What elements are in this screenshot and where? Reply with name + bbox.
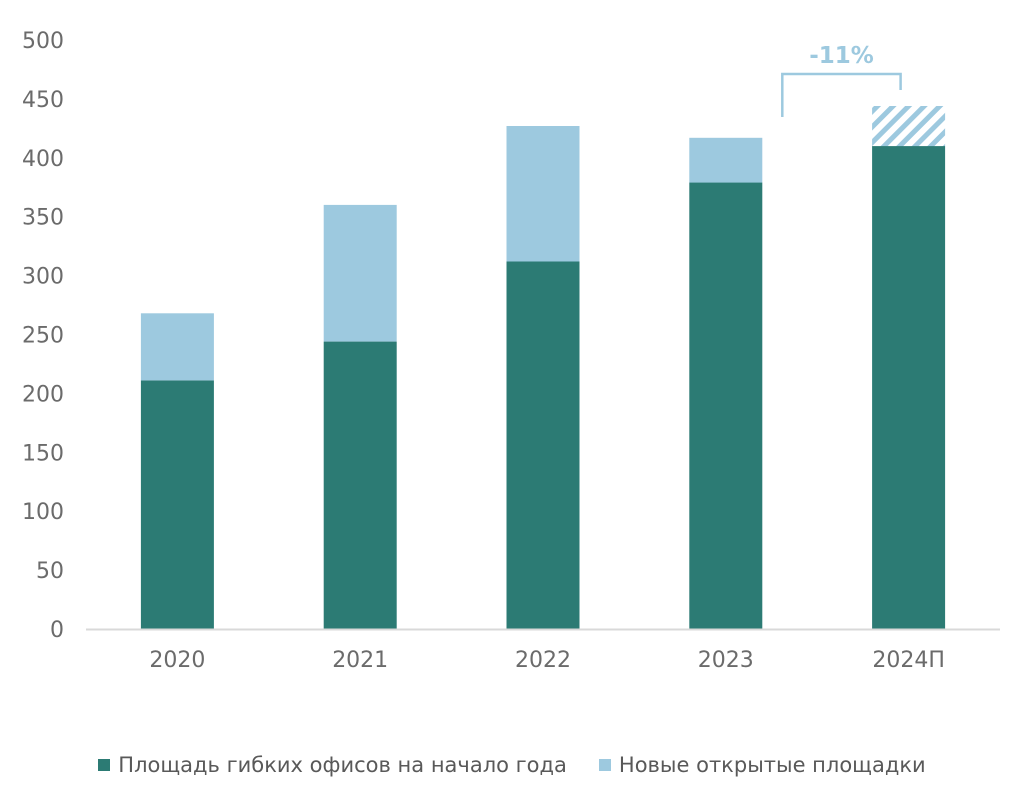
x-axis: 2020 2021 2022 2023 2024П — [149, 648, 944, 673]
y-tick-label: 500 — [22, 29, 64, 54]
bar-segment-new-2023 — [689, 137, 763, 183]
change-annotation: -11% — [781, 43, 902, 117]
y-axis: 0 50 100 150 200 250 300 350 400 450 500 — [22, 29, 64, 643]
x-tick-label: 2022 — [515, 648, 571, 673]
y-tick-label: 150 — [22, 441, 64, 466]
bar-segment-new-2024П — [872, 106, 946, 147]
y-tick-label: 300 — [22, 265, 64, 290]
legend-swatch-new — [598, 759, 611, 771]
change-label: -11% — [809, 43, 874, 69]
bar-segment-existing-2024П — [872, 146, 946, 629]
x-tick-label: 2020 — [149, 648, 205, 673]
bar-segment-existing-2020 — [140, 380, 214, 629]
y-tick-label: 250 — [22, 324, 64, 349]
y-tick-label: 0 — [50, 618, 64, 643]
x-tick-label: 2024П — [872, 648, 945, 673]
bars — [140, 106, 946, 629]
bar-segment-new-2020 — [140, 313, 214, 381]
bracket-line — [781, 72, 902, 117]
y-tick-label: 100 — [22, 500, 64, 525]
bar-segment-new-2021 — [323, 204, 397, 342]
y-tick-label: 200 — [22, 382, 64, 407]
bar-segment-existing-2021 — [323, 341, 397, 629]
x-tick-label: 2021 — [332, 648, 388, 673]
legend-item-new: Новые открытые площадки — [598, 753, 926, 777]
x-tick-label: 2023 — [698, 648, 754, 673]
legend-item-existing: Площадь гибких офисов на начало года — [98, 753, 567, 777]
bar-segment-existing-2022 — [506, 261, 580, 629]
y-tick-label: 400 — [22, 147, 64, 172]
y-tick-label: 50 — [36, 559, 64, 584]
legend-swatch-existing — [98, 759, 111, 771]
bar-segment-existing-2023 — [689, 182, 763, 629]
y-tick-label: 450 — [22, 88, 64, 113]
bar-segment-new-2022 — [506, 126, 580, 262]
legend-label-existing: Площадь гибких офисов на начало года — [118, 753, 567, 777]
legend-label-new: Новые открытые площадки — [618, 753, 926, 777]
y-tick-label: 350 — [22, 206, 64, 231]
legend: Площадь гибких офисов на начало года Нов… — [0, 748, 1024, 782]
